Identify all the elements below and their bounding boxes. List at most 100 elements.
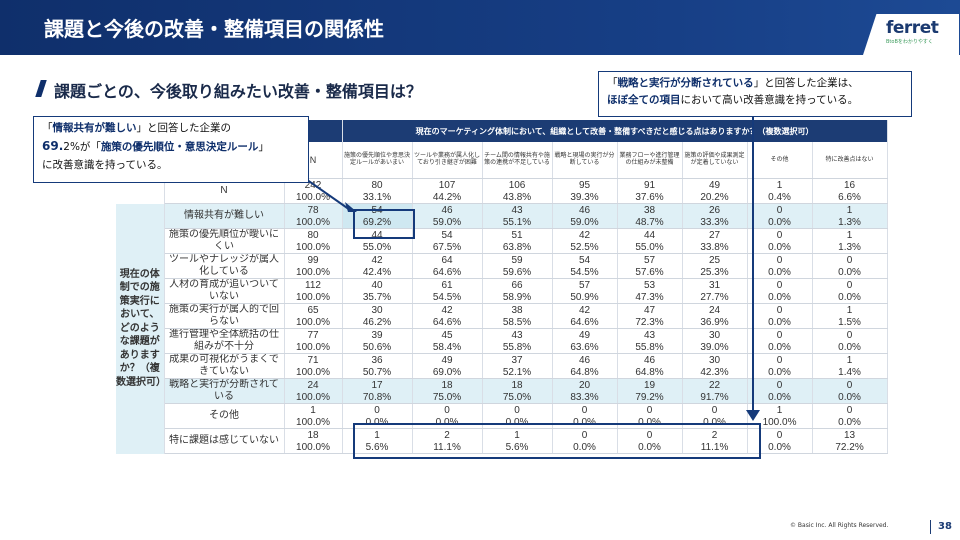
pct-cell: 50.9% <box>552 291 618 304</box>
pct-cell: 64.6% <box>412 316 483 329</box>
count-cell: 0 <box>812 328 888 341</box>
row-label: 情報共有が難しい <box>164 203 285 229</box>
pct-cell: 83.3% <box>552 391 618 404</box>
pct-cell: 0.0% <box>812 291 888 304</box>
count-cell: 0 <box>747 203 813 216</box>
count-cell: 54 <box>552 253 618 266</box>
callout-right-arrow <box>752 117 754 413</box>
arrow-down-icon <box>746 410 760 421</box>
pct-cell: 0.0% <box>812 341 888 354</box>
pct-cell: 55.8% <box>617 341 683 354</box>
count-cell: 24 <box>682 303 748 316</box>
pct-cell: 0.0% <box>552 441 618 454</box>
row-n: 18 <box>284 428 343 441</box>
total-pct-cell: 37.6% <box>617 191 683 204</box>
count-cell: 0 <box>747 278 813 291</box>
pct-cell: 50.7% <box>342 366 413 379</box>
pct-cell: 0.0% <box>747 266 813 279</box>
count-cell: 46 <box>552 203 618 216</box>
total-count-cell: 95 <box>552 178 618 191</box>
pct-cell: 58.4% <box>412 341 483 354</box>
callout-right-line2: ほぼ全ての項目において高い改善意識を持っている。 <box>607 94 859 107</box>
pct-cell: 70.8% <box>342 391 413 404</box>
count-cell: 1 <box>812 353 888 366</box>
total-count-cell: 1 <box>747 178 813 191</box>
pct-cell: 100.0% <box>747 416 813 429</box>
side-label: 現在の体制での施策実行において、どのような課題がありますか？（複数選択可） <box>116 203 165 454</box>
pct-cell: 69.0% <box>412 366 483 379</box>
pct-cell: 63.8% <box>482 241 553 254</box>
pct-cell: 0.0% <box>812 416 888 429</box>
count-cell: 43 <box>617 328 683 341</box>
pct-cell: 0.0% <box>552 416 618 429</box>
count-cell: 0 <box>412 403 483 416</box>
pct-cell: 0.0% <box>412 416 483 429</box>
count-cell: 49 <box>552 328 618 341</box>
row-n: 112 <box>284 278 343 291</box>
count-cell: 27 <box>682 228 748 241</box>
row-n-pct: 100.0% <box>284 416 343 429</box>
count-cell: 64 <box>412 253 483 266</box>
count-cell: 30 <box>682 328 748 341</box>
row-n-pct: 100.0% <box>284 266 343 279</box>
row-n-pct: 100.0% <box>284 341 343 354</box>
count-cell: 66 <box>482 278 553 291</box>
pct-cell: 5.6% <box>482 441 553 454</box>
count-cell: 53 <box>617 278 683 291</box>
pct-cell: 39.0% <box>682 341 748 354</box>
pct-cell: 52.5% <box>552 241 618 254</box>
pct-cell: 91.7% <box>682 391 748 404</box>
row-label: 施策の優先順位が曖いにくい <box>164 228 285 254</box>
pct-cell: 0.0% <box>747 441 813 454</box>
pct-cell: 0.0% <box>747 341 813 354</box>
row-label: 成果の可視化がうまくできていない <box>164 353 285 379</box>
count-cell: 18 <box>412 378 483 391</box>
count-cell: 38 <box>482 303 553 316</box>
count-cell: 0 <box>812 378 888 391</box>
column-header: 施策の優先順位や意思決定ルールがあいまい <box>342 142 413 179</box>
total-pct-cell: 44.2% <box>412 191 483 204</box>
count-cell: 22 <box>682 378 748 391</box>
count-cell: 0 <box>682 403 748 416</box>
pct-cell: 69.2% <box>342 216 413 229</box>
pct-cell: 11.1% <box>412 441 483 454</box>
pct-cell: 64.6% <box>412 266 483 279</box>
row-n: 1 <box>284 403 343 416</box>
count-cell: 47 <box>617 303 683 316</box>
count-cell: 0 <box>617 403 683 416</box>
row-label: 施策の実行が属人的で回らない <box>164 303 285 329</box>
pct-cell: 67.5% <box>412 241 483 254</box>
pct-cell: 55.8% <box>482 341 553 354</box>
row-n-pct: 100.0% <box>284 216 343 229</box>
row-n: 77 <box>284 328 343 341</box>
pct-cell: 11.1% <box>682 441 748 454</box>
pct-cell: 1.5% <box>812 316 888 329</box>
pct-cell: 54.5% <box>552 266 618 279</box>
count-cell: 46 <box>617 353 683 366</box>
pct-cell: 0.0% <box>747 391 813 404</box>
count-cell: 39 <box>342 328 413 341</box>
pct-cell: 0.0% <box>682 416 748 429</box>
row-n-pct: 100.0% <box>284 291 343 304</box>
total-count-cell: 107 <box>412 178 483 191</box>
callout-left-line1: 「情報共有が難しい」と回答した企業の <box>42 122 231 134</box>
callout-left: 「情報共有が難しい」と回答した企業の 69.2%が「施策の優先順位・意思決定ルー… <box>33 116 309 183</box>
count-cell: 0 <box>747 353 813 366</box>
count-cell: 0 <box>552 428 618 441</box>
pct-cell: 0.0% <box>617 416 683 429</box>
count-cell: 59 <box>482 253 553 266</box>
pct-cell: 0.0% <box>747 241 813 254</box>
callout-left-line2: 69.2%が「施策の優先順位・意思決定ルール」 <box>42 139 269 154</box>
count-cell: 57 <box>552 278 618 291</box>
row-label: 特に課題は感じていない <box>164 428 285 454</box>
row-label: 戦略と実行が分断されている <box>164 378 285 404</box>
pct-cell: 25.3% <box>682 266 748 279</box>
count-cell: 43 <box>482 328 553 341</box>
count-cell: 46 <box>552 353 618 366</box>
row-n-pct: 100.0% <box>284 316 343 329</box>
pct-cell: 58.5% <box>482 316 553 329</box>
pct-cell: 5.6% <box>342 441 413 454</box>
pct-cell: 33.8% <box>682 241 748 254</box>
pct-cell: 0.0% <box>342 416 413 429</box>
total-pct-cell: 6.6% <box>812 191 888 204</box>
